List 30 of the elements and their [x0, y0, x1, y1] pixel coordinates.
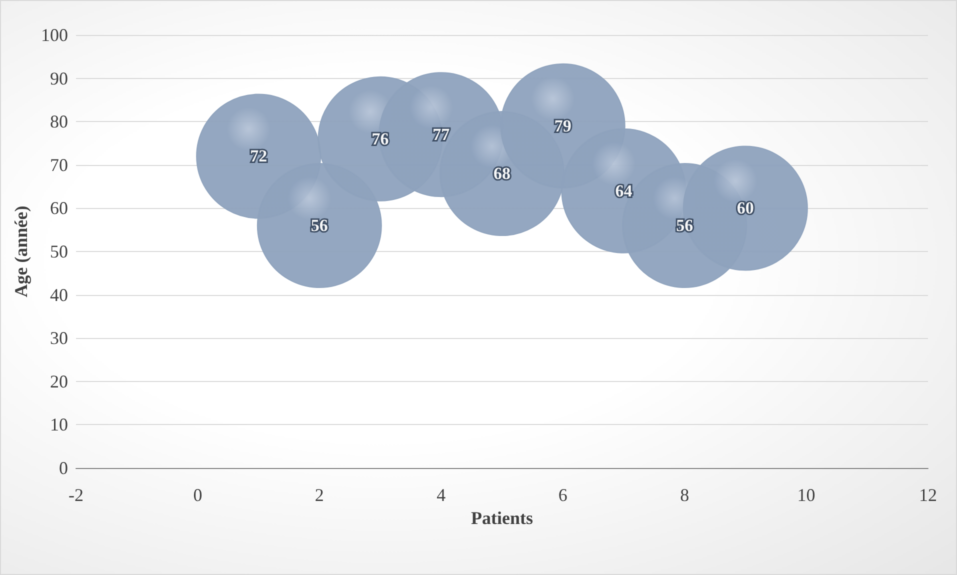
y-tick-label: 30: [50, 328, 68, 348]
x-tick-label: 10: [797, 485, 816, 505]
y-tick-label: 100: [41, 25, 68, 45]
y-tick-label: 70: [50, 154, 68, 175]
x-tick-label: 8: [680, 485, 690, 505]
x-tick-label: 12: [919, 485, 937, 505]
y-tick-label: 60: [50, 198, 68, 218]
data-label: 60: [736, 198, 754, 218]
y-tick-label: 80: [50, 112, 68, 132]
x-tick-label: 0: [193, 485, 202, 505]
data-label: 79: [554, 116, 572, 136]
x-tick-label: 4: [436, 485, 446, 505]
data-label: 56: [676, 216, 694, 236]
y-tick-label: 20: [50, 371, 68, 392]
x-tick-label: 2: [314, 485, 324, 505]
x-tick-label: -2: [68, 485, 84, 505]
data-label: 64: [615, 181, 633, 200]
data-label: 72: [250, 146, 268, 166]
data-label: 77: [432, 125, 450, 144]
y-tick-label: 50: [50, 242, 68, 262]
y-tick-label: 90: [50, 68, 68, 88]
data-label: 68: [494, 164, 510, 184]
y-axis-title: Age (année): [11, 206, 32, 298]
y-tick-label: 0: [59, 458, 68, 478]
x-tick-label: 6: [558, 485, 568, 505]
y-tick-label: 10: [50, 414, 68, 435]
data-label: 56: [310, 216, 328, 236]
x-axis-title: Patients: [471, 508, 533, 528]
y-tick-label: 40: [50, 284, 68, 305]
data-label: 76: [372, 129, 389, 148]
